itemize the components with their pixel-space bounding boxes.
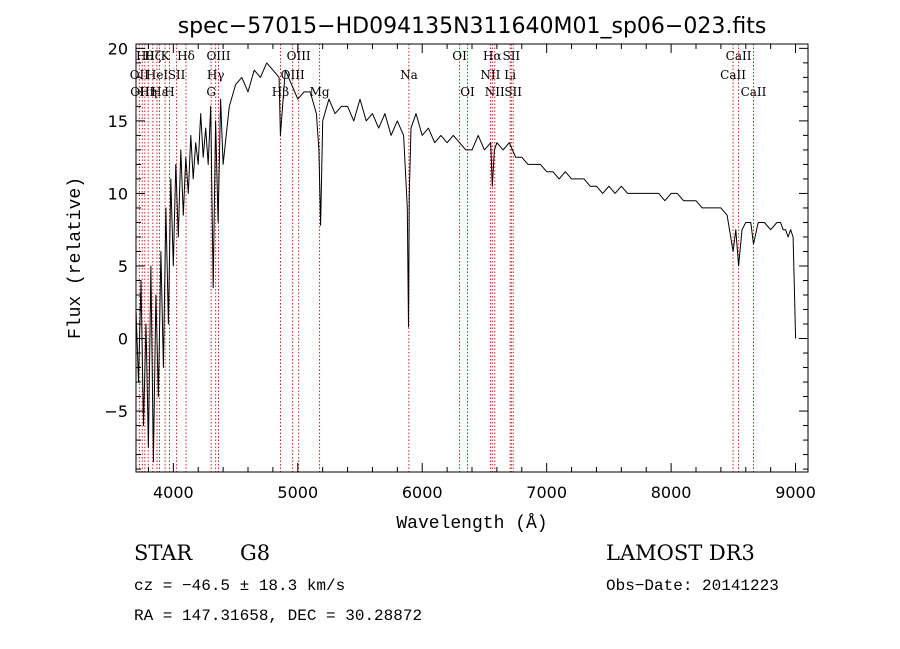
y-tick-label-5: 20 xyxy=(108,39,128,58)
spectrum-series-line xyxy=(135,62,797,463)
y-tick-label-3: 10 xyxy=(108,184,128,203)
line-label-16: OIII xyxy=(287,49,311,63)
coordinates-text: RA = 147.31658, DEC = 30.28872 xyxy=(134,607,422,625)
object-class: STAR xyxy=(134,541,193,565)
line-label-10: Hδ xyxy=(177,49,195,63)
line-label-3: Hη xyxy=(139,85,157,99)
y-tick-label-4: 15 xyxy=(108,112,128,131)
line-label-28: CaII xyxy=(726,49,752,63)
line-label-0: OII xyxy=(130,68,150,82)
x-axis-ticks: 4000 5000 6000 7000 8000 9000 xyxy=(147,44,816,502)
line-label-22: Hα xyxy=(483,49,502,63)
spectral-line-markers xyxy=(138,44,754,472)
line-label-4: Hζ xyxy=(144,49,161,63)
line-label-15: OIII xyxy=(281,68,305,82)
x-tick-label-2: 6000 xyxy=(402,483,443,502)
y-tick-label-0: −5 xyxy=(104,402,128,421)
obs-date-text: Obs−Date: 20141223 xyxy=(606,577,779,595)
line-label-2: Hθ xyxy=(136,49,154,63)
x-axis-label: Wavelength (Å) xyxy=(396,513,547,534)
y-tick-label-1: 0 xyxy=(118,330,128,349)
line-label-11: G xyxy=(206,85,216,99)
line-label-5: HeI xyxy=(146,68,169,82)
line-label-25: SII xyxy=(502,49,520,63)
x-tick-label-0: 4000 xyxy=(153,483,194,502)
line-label-7: K xyxy=(161,49,171,63)
line-label-29: CaII xyxy=(741,85,767,99)
line-label-19: OI xyxy=(452,49,467,63)
line-label-14: Hβ xyxy=(272,85,289,99)
x-tick-label-1: 5000 xyxy=(277,483,318,502)
line-label-26: SII xyxy=(504,85,522,99)
line-label-27: CaII xyxy=(720,68,746,82)
redshift-text: cz = −46.5 ± 18.3 km/s xyxy=(134,577,345,595)
line-label-21: NII xyxy=(480,68,500,82)
spectral-line-labels: OII OIII Hθ Hη Hζ HeI Hε K H SII Hδ G Hγ OIII Hβ OIII OI… xyxy=(130,49,767,99)
line-label-18: Na xyxy=(400,68,418,82)
line-label-17: Mg xyxy=(310,85,330,99)
line-label-8: H xyxy=(164,85,174,99)
chart-title: spec−57015−HD094135N311640M01_sp06−023.f… xyxy=(178,14,767,39)
y-tick-label-2: 5 xyxy=(118,257,128,276)
object-subclass: G8 xyxy=(240,541,270,565)
line-label-20: OI xyxy=(460,85,475,99)
x-tick-label-4: 8000 xyxy=(651,483,692,502)
x-tick-label-3: 7000 xyxy=(526,483,567,502)
line-label-23: NII xyxy=(485,85,505,99)
y-axis-ticks: −5 0 5 10 15 20 xyxy=(104,39,808,470)
line-label-9: SII xyxy=(168,68,186,82)
line-label-6: Hε xyxy=(151,85,168,99)
line-label-13: OIII xyxy=(206,49,230,63)
y-axis-label: Flux (relative) xyxy=(66,177,86,339)
x-tick-label-5: 9000 xyxy=(775,483,816,502)
survey-name: LAMOST DR3 xyxy=(606,541,755,565)
line-label-12: Hγ xyxy=(207,68,225,82)
line-label-24: Li xyxy=(504,68,516,82)
plot-frame xyxy=(135,43,809,473)
